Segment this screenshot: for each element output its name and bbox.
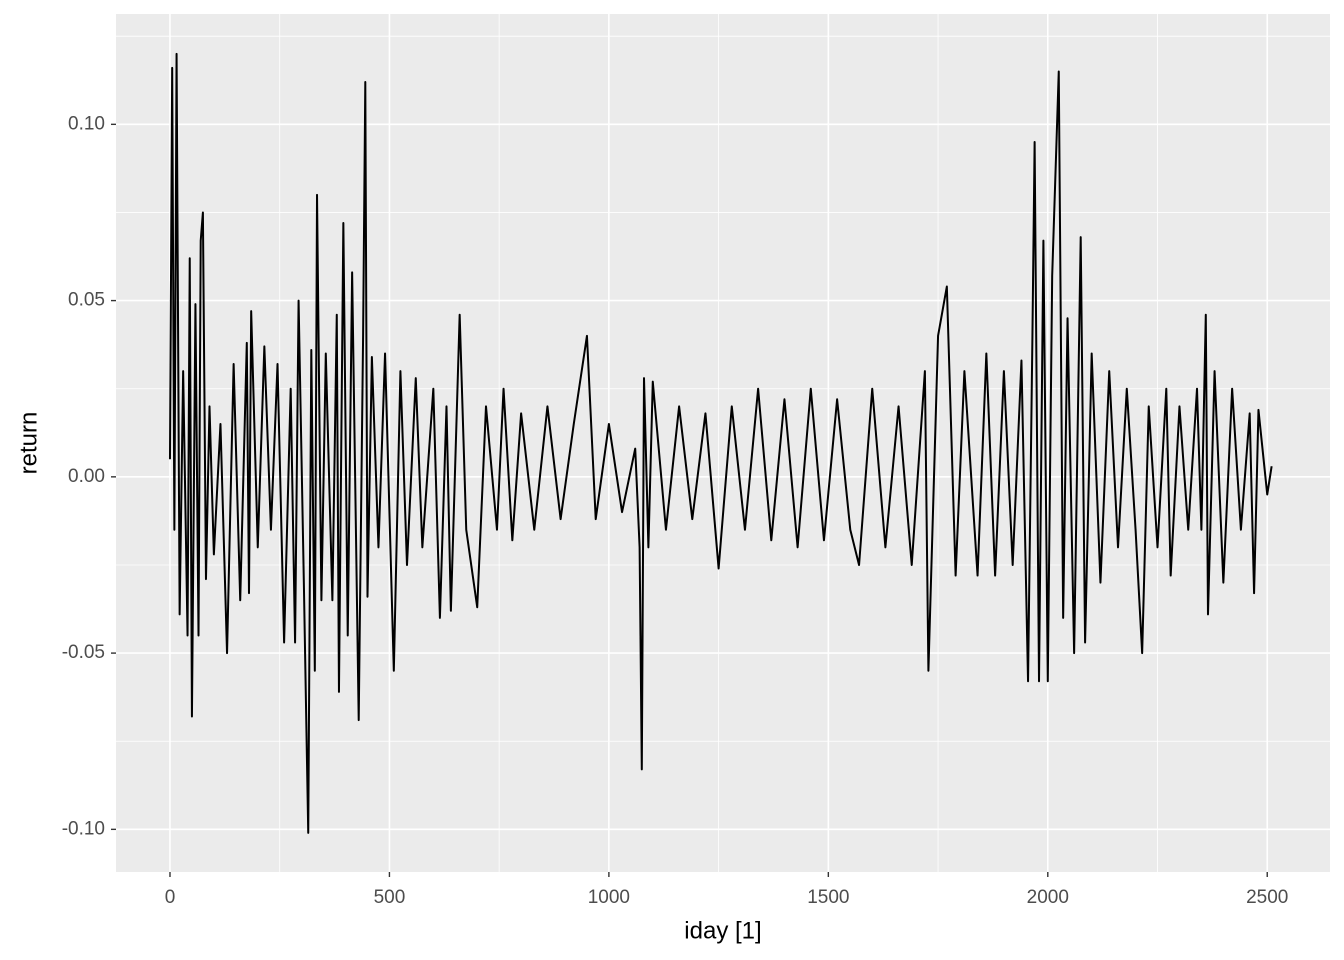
y-tick-label: 0.00 [68, 466, 105, 487]
y-tick-label: 0.05 [68, 290, 105, 311]
y-tick-label: -0.10 [62, 818, 105, 839]
x-tick-label: 1500 [807, 887, 849, 908]
y-tick-label: -0.05 [62, 642, 105, 663]
x-tick-label: 500 [374, 887, 406, 908]
x-tick-label: 0 [165, 887, 176, 908]
y-tick-label: 0.10 [68, 113, 105, 134]
x-axis-title: iday [1] [684, 917, 761, 944]
x-tick-label: 2000 [1027, 887, 1069, 908]
y-axis-title: return [15, 412, 42, 475]
x-tick-label: 1000 [588, 887, 630, 908]
line [168, 52, 1273, 834]
panel [116, 14, 1330, 872]
x-tick-label: 2500 [1246, 887, 1288, 908]
